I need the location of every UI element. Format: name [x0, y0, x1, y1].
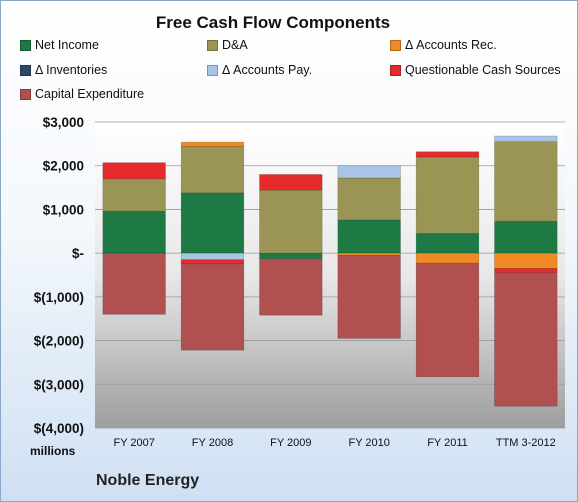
legend-swatch [20, 39, 31, 51]
legend-swatch [207, 39, 218, 51]
bar-segment [337, 177, 401, 221]
legend-label: Δ Accounts Rec. [405, 38, 497, 52]
y-tick-label: $(4,000) [34, 421, 84, 436]
legend-swatch [207, 64, 218, 76]
bar-segment [415, 233, 480, 254]
legend-item-accounts-rec: Δ Accounts Rec. [390, 38, 497, 52]
bar-segment [102, 252, 166, 315]
legend-item-net-income: Net Income [20, 38, 99, 52]
bar-segment [337, 255, 401, 339]
x-tick-label: FY 2007 [113, 437, 154, 449]
legend-label: D&A [222, 38, 248, 52]
bar-segment [494, 272, 558, 407]
legend-label: Questionable Cash Sources [405, 63, 561, 77]
company-name: Noble Energy [96, 472, 200, 489]
bar-segment [494, 141, 558, 222]
bar-segment [180, 146, 245, 194]
bar-segment [102, 210, 166, 254]
x-tick-label: FY 2009 [270, 437, 311, 449]
bar-segment [180, 259, 245, 265]
y-tick-label: $(1,000) [34, 290, 84, 305]
legend-label: Δ Inventories [35, 63, 108, 77]
bar-segment [180, 192, 245, 254]
legend-item-da: D&A [207, 38, 248, 52]
bar-segment [494, 220, 558, 254]
bar-segment [102, 178, 166, 212]
y-tick-label: $(3,000) [34, 377, 84, 392]
bar-segment [415, 262, 480, 378]
legend-swatch [390, 39, 401, 51]
y-tick-label: $3,000 [43, 115, 84, 130]
chart-title: Free Cash Flow Components [155, 13, 391, 32]
bar-segment [259, 174, 323, 191]
legend-item-capex: Capital Expenditure [20, 87, 144, 101]
legend-label: Net Income [35, 38, 99, 52]
y-tick-label: $- [72, 246, 84, 261]
y-tick-label: $2,000 [43, 159, 84, 174]
legend-item-questionable-cash: Questionable Cash Sources [390, 63, 561, 77]
bar-segment [259, 252, 323, 260]
bar-segment [259, 189, 323, 254]
bar-segment [180, 252, 245, 260]
legend-swatch [390, 64, 401, 76]
x-tick-label: TTM 3-2012 [496, 437, 556, 449]
x-tick-label: FY 2008 [192, 437, 233, 449]
bar-segment [259, 258, 323, 316]
x-tick-label: FY 2010 [348, 437, 389, 449]
bar-segment [415, 156, 480, 234]
bar-segment [180, 263, 245, 351]
legend-label: Δ Accounts Pay. [222, 63, 313, 77]
legend-item-inventories: Δ Inventories [20, 63, 107, 77]
bar-segment [337, 165, 401, 179]
y-unit-label: millions [30, 444, 76, 458]
bar-segment [102, 162, 166, 180]
legend-item-accounts-pay: Δ Accounts Pay. [207, 63, 312, 77]
y-tick-label: $(2,000) [34, 334, 84, 349]
bar-segment [180, 141, 245, 147]
legend-swatch [20, 88, 31, 100]
x-tick-label: FY 2011 [427, 437, 468, 449]
bar-segment [494, 252, 558, 269]
y-tick-label: $1,000 [43, 202, 84, 217]
plot-area [95, 122, 565, 428]
bar-segment [494, 268, 558, 274]
legend-swatch [20, 64, 31, 76]
bar-segment [494, 135, 558, 142]
bar-segment [337, 219, 401, 254]
bar-segment [415, 151, 480, 158]
legend-label: Capital Expenditure [35, 87, 145, 101]
bar-segment [337, 252, 401, 256]
bar-segment [415, 252, 480, 264]
